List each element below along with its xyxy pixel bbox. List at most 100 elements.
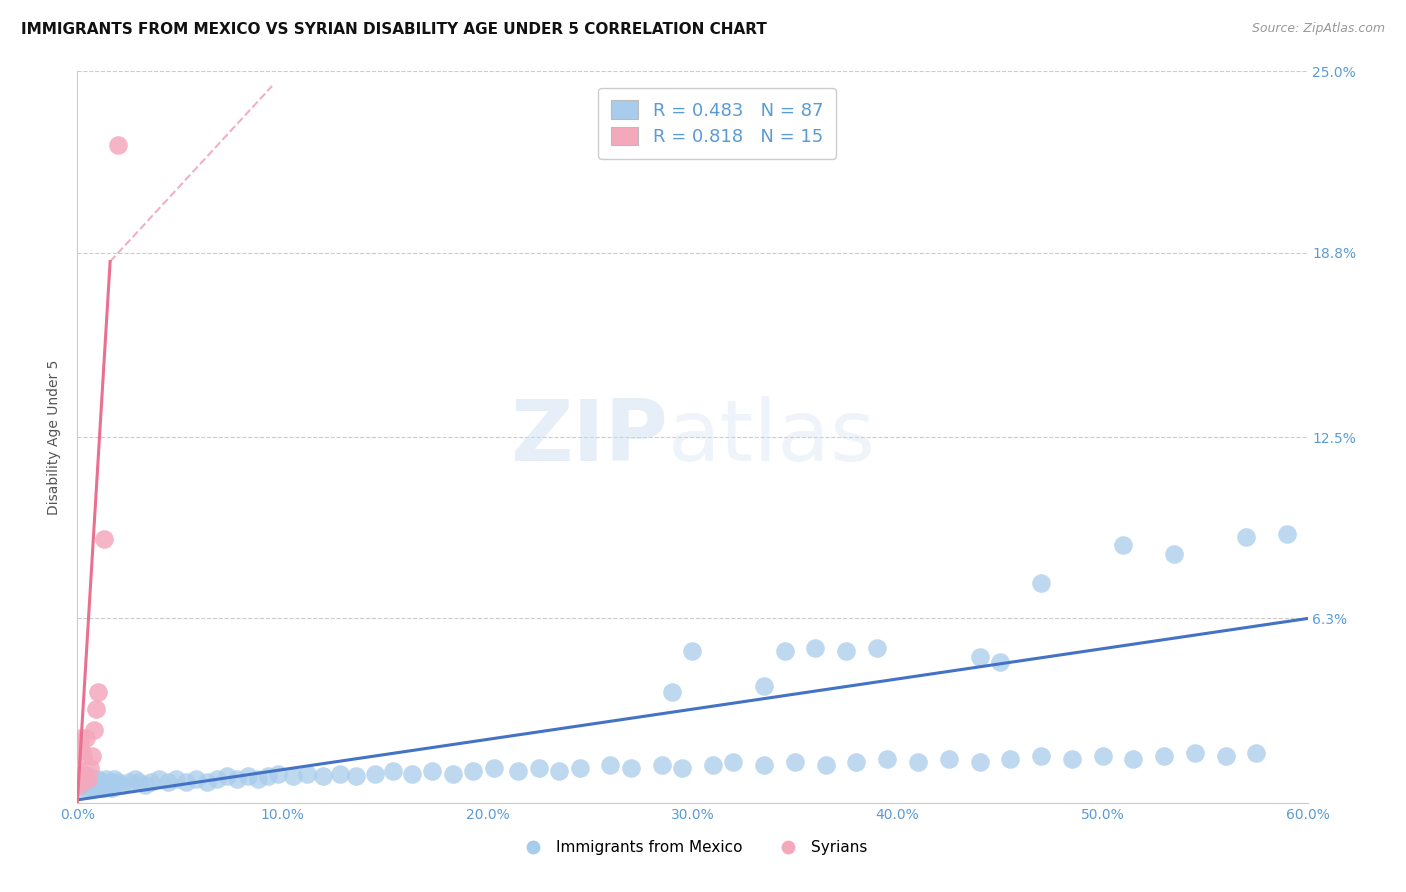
Point xyxy=(682,643,704,657)
Point xyxy=(1000,752,1022,766)
Point xyxy=(94,772,117,787)
Point xyxy=(165,772,187,787)
Point xyxy=(128,775,150,789)
Point xyxy=(1153,749,1175,764)
Point xyxy=(107,137,129,152)
Point xyxy=(70,731,93,746)
Point xyxy=(671,761,693,775)
Point xyxy=(461,764,484,778)
Point xyxy=(845,755,868,769)
Point xyxy=(76,775,98,789)
Point xyxy=(420,764,443,778)
Point xyxy=(89,778,111,792)
Point xyxy=(226,772,249,787)
Point xyxy=(87,781,110,796)
Point xyxy=(124,772,146,787)
Point xyxy=(835,643,858,657)
Point xyxy=(866,640,889,655)
Point xyxy=(84,702,107,716)
Point xyxy=(101,781,124,796)
Point xyxy=(70,743,93,757)
Point xyxy=(84,775,107,789)
Point xyxy=(141,775,163,789)
Point xyxy=(205,772,228,787)
Point xyxy=(186,772,208,787)
Point xyxy=(75,781,97,796)
Point xyxy=(363,766,385,780)
Point xyxy=(70,778,93,792)
Point xyxy=(267,766,290,780)
Point xyxy=(148,772,170,787)
Point xyxy=(482,761,505,775)
Point xyxy=(527,761,550,775)
Point xyxy=(257,769,280,783)
Point xyxy=(312,769,335,783)
Point xyxy=(754,757,776,772)
Point xyxy=(75,731,97,746)
Point xyxy=(1029,749,1052,764)
Point xyxy=(75,772,97,787)
Point xyxy=(754,679,776,693)
Point xyxy=(195,775,218,789)
Point xyxy=(969,755,991,769)
Point xyxy=(76,769,98,783)
Point xyxy=(329,766,352,780)
Point xyxy=(83,781,105,796)
Point xyxy=(344,769,367,783)
Point xyxy=(83,723,105,737)
Point xyxy=(70,772,93,787)
Point xyxy=(79,781,101,796)
Point xyxy=(783,755,806,769)
Y-axis label: Disability Age Under 5: Disability Age Under 5 xyxy=(48,359,62,515)
Point xyxy=(107,775,129,789)
Point xyxy=(87,684,110,698)
Point xyxy=(79,761,101,775)
Point xyxy=(382,764,405,778)
Point xyxy=(72,749,94,764)
Point xyxy=(1122,752,1144,766)
Point xyxy=(103,772,125,787)
Point xyxy=(804,640,827,655)
Point xyxy=(876,752,898,766)
Point xyxy=(969,649,991,664)
Point xyxy=(1029,576,1052,591)
Point xyxy=(67,772,90,787)
Point xyxy=(80,778,103,792)
Point xyxy=(156,775,179,789)
Point xyxy=(773,643,796,657)
Point xyxy=(80,775,103,789)
Text: IMMIGRANTS FROM MEXICO VS SYRIAN DISABILITY AGE UNDER 5 CORRELATION CHART: IMMIGRANTS FROM MEXICO VS SYRIAN DISABIL… xyxy=(21,22,766,37)
Point xyxy=(87,772,110,787)
Point xyxy=(1163,547,1185,561)
Point xyxy=(988,656,1011,670)
Point xyxy=(599,757,621,772)
Point xyxy=(111,778,134,792)
Point xyxy=(84,778,107,792)
Point xyxy=(236,769,259,783)
Point xyxy=(702,757,724,772)
Point xyxy=(1060,752,1083,766)
Point xyxy=(93,533,115,547)
Point xyxy=(72,766,94,780)
Point xyxy=(568,761,591,775)
Point xyxy=(67,778,90,792)
Point xyxy=(72,769,94,783)
Point xyxy=(548,764,571,778)
Point xyxy=(723,755,745,769)
Point xyxy=(1275,526,1298,541)
Point xyxy=(93,781,115,796)
Point xyxy=(401,766,423,780)
Point xyxy=(117,775,139,789)
Point xyxy=(938,752,960,766)
Point xyxy=(620,761,643,775)
Point xyxy=(661,684,683,698)
Text: Source: ZipAtlas.com: Source: ZipAtlas.com xyxy=(1251,22,1385,36)
Point xyxy=(97,778,120,792)
Point xyxy=(907,755,929,769)
Point xyxy=(98,775,121,789)
Text: atlas: atlas xyxy=(668,395,876,479)
Point xyxy=(281,769,304,783)
Point xyxy=(67,781,90,796)
Point xyxy=(174,775,197,789)
Point xyxy=(508,764,530,778)
